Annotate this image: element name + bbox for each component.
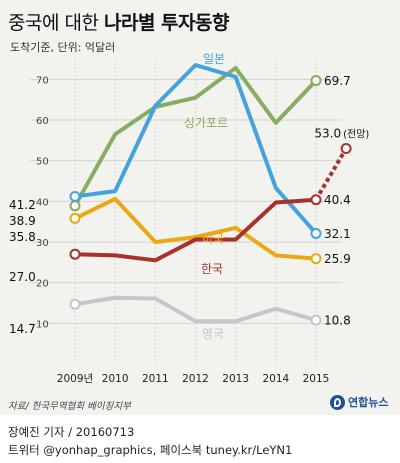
title-bold: 나라별 투자동향 xyxy=(104,12,229,34)
forecast-note: (전망) xyxy=(343,128,369,140)
data-point-end xyxy=(310,227,322,239)
y-tick-label: 60 xyxy=(36,116,49,127)
data-point-end xyxy=(310,194,322,206)
forecast-point xyxy=(340,142,352,154)
series-line xyxy=(73,197,318,263)
x-tick-label: 2012 xyxy=(182,373,209,385)
y-tick-label: 10 xyxy=(36,319,49,330)
data-point-start xyxy=(69,248,81,260)
series-name-label: 미국 xyxy=(202,232,224,246)
forecast-value-label: 53.0 xyxy=(314,126,341,140)
x-tick-label: 2014 xyxy=(262,373,289,385)
x-tick-label: 2010 xyxy=(102,373,129,385)
end-value-label: 25.9 xyxy=(324,252,351,266)
data-point-end xyxy=(310,253,322,265)
data-point-start xyxy=(69,190,81,202)
series-name-label: 영국 xyxy=(202,327,224,341)
data-point-start xyxy=(69,212,81,224)
chart-panel xyxy=(0,0,400,415)
y-tick-label: 20 xyxy=(36,279,49,290)
series-name-label: 한국 xyxy=(201,262,223,276)
source-note: 자료/ 한국무역협회 베이징지부 xyxy=(8,401,131,412)
series-name-label: 싱가포르 xyxy=(184,116,228,130)
series-line xyxy=(73,63,318,236)
start-value-label: 35.8 xyxy=(9,230,36,244)
series-line xyxy=(73,196,318,261)
x-tick-label: 2013 xyxy=(222,373,249,385)
x-tick-label: 2015 xyxy=(303,373,330,385)
chart-subtitle: 도착기준, 단위: 억달러 xyxy=(10,41,116,54)
data-point-end xyxy=(310,75,322,87)
line-chart: 10 20 30 40 50 60 70 2009년 2010 2011 2012 2013 2014 2… xyxy=(9,52,369,385)
yonhap-logo-text: 연합뉴스 xyxy=(348,397,389,409)
series-line xyxy=(73,295,318,324)
data-point-end xyxy=(310,314,322,326)
end-value-label: 40.4 xyxy=(324,193,351,207)
x-tick-label: 2009년 xyxy=(57,373,93,385)
y-tick-label: 40 xyxy=(36,197,49,208)
start-value-label: 27.0 xyxy=(9,270,36,284)
credit-author-date: 장예진 기자 / 20160713 xyxy=(8,425,135,439)
data-point-start xyxy=(69,200,81,212)
credit-social-links: 트위터 @yonhap_graphics, 페이스북 tuney.kr/LeYN… xyxy=(8,443,293,457)
forecast-line xyxy=(314,147,348,201)
yonhap-logo: 연합뉴스 xyxy=(330,394,388,410)
yonhap-logo-icon xyxy=(330,394,345,410)
series-line xyxy=(73,65,318,208)
end-value-label: 69.7 xyxy=(324,74,351,88)
x-tick-label: 2011 xyxy=(142,373,169,385)
y-tick-label: 70 xyxy=(36,75,49,86)
y-tick-label: 30 xyxy=(36,238,49,249)
y-tick-label: 50 xyxy=(36,157,49,168)
page-title: 중국에 대한 나라별 투자동향 xyxy=(8,8,229,35)
end-value-label: 32.1 xyxy=(324,227,351,241)
end-value-label: 10.8 xyxy=(324,314,351,328)
data-point-start xyxy=(69,298,81,310)
start-value-label: 38.9 xyxy=(9,214,36,228)
series-name-label: 일본 xyxy=(203,52,225,66)
title-normal: 중국에 대한 xyxy=(8,12,99,34)
start-value-label: 41.2 xyxy=(9,198,36,212)
start-value-label: 14.7 xyxy=(9,322,36,336)
